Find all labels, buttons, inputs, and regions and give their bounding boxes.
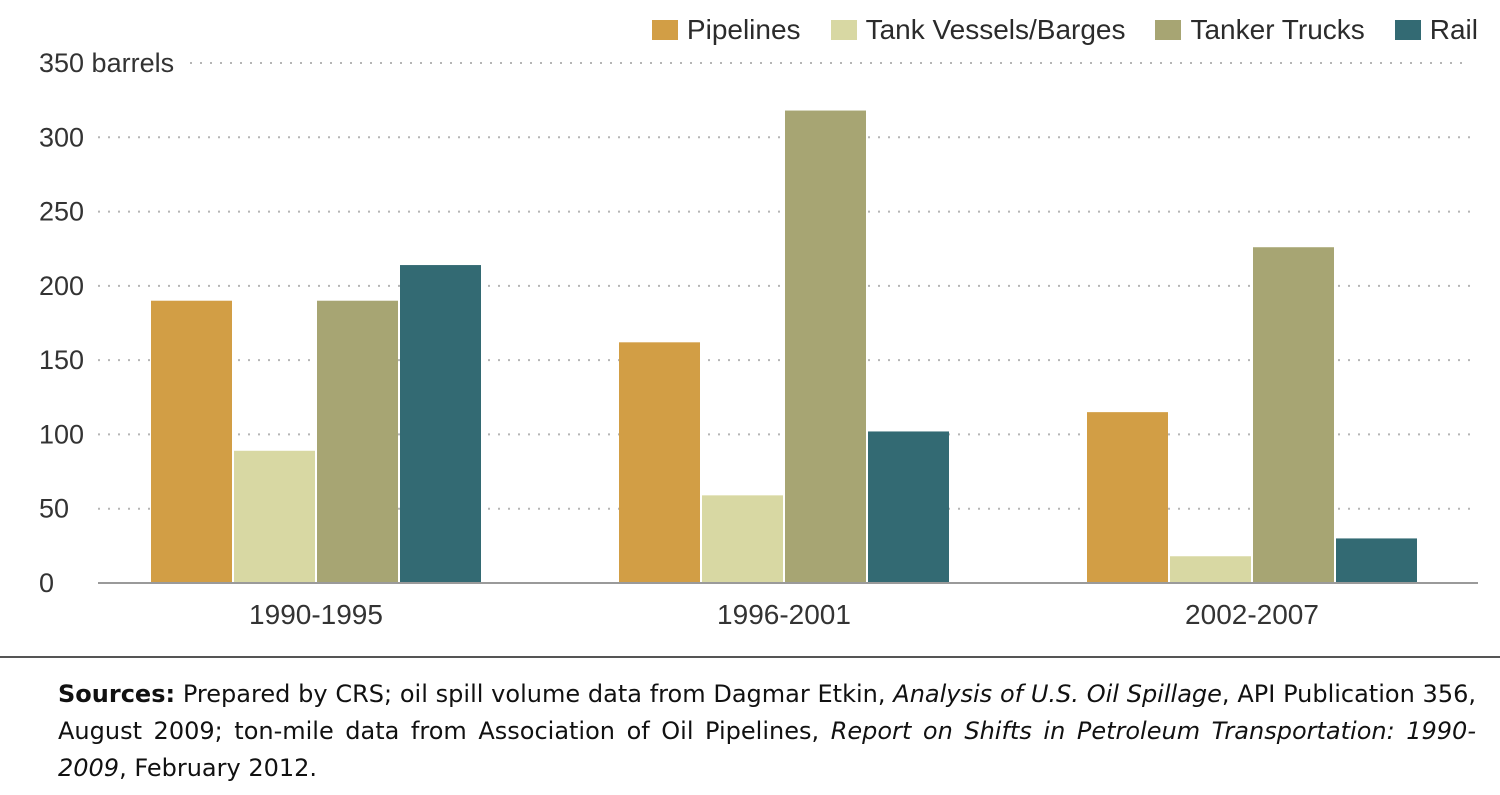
bar-tanker-trucks <box>785 110 866 584</box>
x-tick-label: 1996-2001 <box>717 599 851 630</box>
legend-swatch <box>1155 20 1182 40</box>
bar-tanker-trucks <box>317 300 398 583</box>
bar-rail <box>1336 538 1417 583</box>
legend-item-tank-vessels: Tank Vessels/Barges <box>830 14 1126 46</box>
legend-label: Tanker Trucks <box>1190 14 1365 45</box>
bar-rail <box>868 431 949 583</box>
bar-tank-vessels-barges <box>1170 556 1251 583</box>
bar-tank-vessels-barges <box>702 495 783 583</box>
sources-note: Sources: Prepared by CRS; oil spill volu… <box>58 676 1476 787</box>
legend-item-rail: Rail <box>1394 14 1478 46</box>
sources-title-2: Report on Shifts in Petroleum Transporta… <box>58 717 1476 782</box>
bar-tanker-trucks <box>1253 247 1334 583</box>
bar-tank-vessels-barges <box>234 450 315 583</box>
y-tick-label: 50 <box>39 494 69 524</box>
legend-label: Pipelines <box>686 14 801 45</box>
legend-item-tanker-trucks: Tanker Trucks <box>1155 14 1365 46</box>
sources-title-1: Analysis of U.S. Oil Spillage <box>893 680 1222 708</box>
grid-lines <box>98 62 1470 510</box>
y-tick-label: 0 <box>39 568 54 598</box>
sources-text: , February 2012. <box>119 754 318 782</box>
sources-text: Prepared by CRS; oil spill volume data f… <box>175 680 894 708</box>
legend-label: Rail <box>1429 14 1478 45</box>
x-axis-ticks: 1990-1995 1996-2001 2002-2007 <box>249 599 1319 630</box>
y-tick-label: 250 <box>39 197 84 227</box>
legend-item-pipelines: Pipelines <box>651 14 801 46</box>
legend-swatch <box>651 20 678 40</box>
y-tick-label: 150 <box>39 345 84 375</box>
bar-pipelines <box>1087 412 1168 583</box>
sources-label: Sources: <box>58 680 176 708</box>
y-axis-ticks: 0 50 100 150 200 250 300 350 barrels <box>39 48 174 598</box>
legend: Pipelines Tank Vessels/Barges Tanker Tru… <box>622 14 1478 46</box>
y-tick-label: 100 <box>39 419 84 449</box>
x-tick-label: 2002-2007 <box>1185 599 1319 630</box>
y-tick-label: 300 <box>39 122 84 152</box>
y-tick-label: 200 <box>39 271 84 301</box>
bar-rail <box>400 265 481 583</box>
y-tick-label: 350 barrels <box>39 48 174 78</box>
sources-text: , API Publication 356, August 2009; ton-… <box>58 680 1476 745</box>
bar-pipelines <box>619 342 700 583</box>
legend-label: Tank Vessels/Barges <box>865 14 1126 45</box>
bars <box>151 110 1417 584</box>
x-tick-label: 1990-1995 <box>249 599 383 630</box>
divider <box>0 656 1500 658</box>
legend-swatch <box>830 20 857 40</box>
bar-pipelines <box>151 300 232 583</box>
legend-swatch <box>1394 20 1421 40</box>
